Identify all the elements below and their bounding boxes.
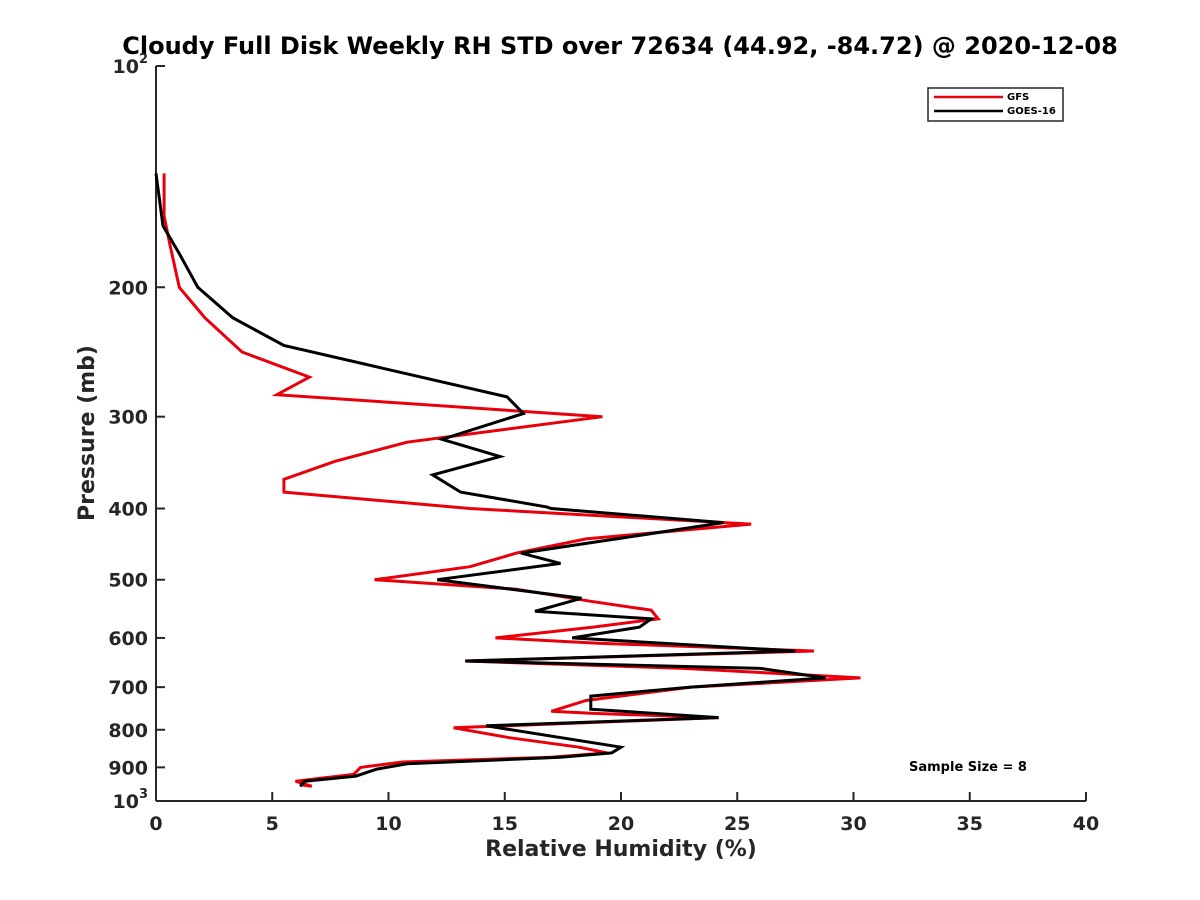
x-tick-label: 15 (492, 813, 518, 835)
x-axis-ticks: 0 5 10 15 20 25 30 35 40 (149, 792, 1099, 835)
series-line-gfs (162, 173, 861, 788)
y-tick-label-exponent: 3 (139, 787, 148, 802)
x-tick-label: 5 (266, 813, 279, 835)
x-tick-label: 35 (957, 813, 983, 835)
x-axis-label: Relative Humidity (%) (485, 837, 757, 862)
y-tick-label-base: 300 (108, 407, 148, 429)
y-tick-label: 103 (113, 787, 149, 813)
y-tick-label: 600 (108, 628, 148, 650)
chart-title: Cloudy Full Disk Weekly RH STD over 7263… (122, 32, 1118, 60)
x-tick-label: 10 (375, 813, 401, 835)
y-tick-label-base: 500 (108, 570, 148, 592)
y-tick-label: 500 (108, 570, 148, 592)
y-tick-label: 102 (113, 52, 149, 78)
legend-label-goes16: GOES-16 (1007, 106, 1056, 117)
x-tick-label: 0 (149, 813, 162, 835)
y-tick-label: 900 (108, 757, 148, 779)
y-tick-label-base: 200 (108, 277, 148, 299)
y-tick-label: 700 (108, 677, 148, 699)
series-layer (154, 173, 861, 788)
x-tick-label: 30 (840, 813, 866, 835)
y-tick-label: 800 (108, 720, 148, 742)
y-tick-label-base: 10 (113, 56, 139, 78)
y-tick-label: 400 (108, 499, 148, 521)
y-tick-label: 200 (108, 277, 148, 299)
y-tick-label: 300 (108, 407, 148, 429)
x-tick-label: 40 (1073, 813, 1099, 835)
y-tick-label-base: 10 (113, 791, 139, 813)
series-line-goes16 (154, 173, 826, 788)
legend-box (927, 87, 1064, 122)
x-tick-label: 25 (724, 813, 750, 835)
y-tick-label-base: 800 (108, 720, 148, 742)
y-tick-label-base: 700 (108, 677, 148, 699)
sample-size-annotation: Sample Size = 8 (909, 760, 1027, 775)
legend-label-gfs: GFS (1007, 92, 1029, 103)
y-tick-label-base: 400 (108, 499, 148, 521)
y-tick-label-exponent: 2 (139, 52, 148, 67)
x-tick-label: 20 (608, 813, 634, 835)
y-axis-label: Pressure (mb) (75, 345, 100, 521)
legend: GFS GOES-16 (927, 87, 1064, 122)
y-tick-label-base: 900 (108, 757, 148, 779)
y-tick-label-base: 600 (108, 628, 148, 650)
